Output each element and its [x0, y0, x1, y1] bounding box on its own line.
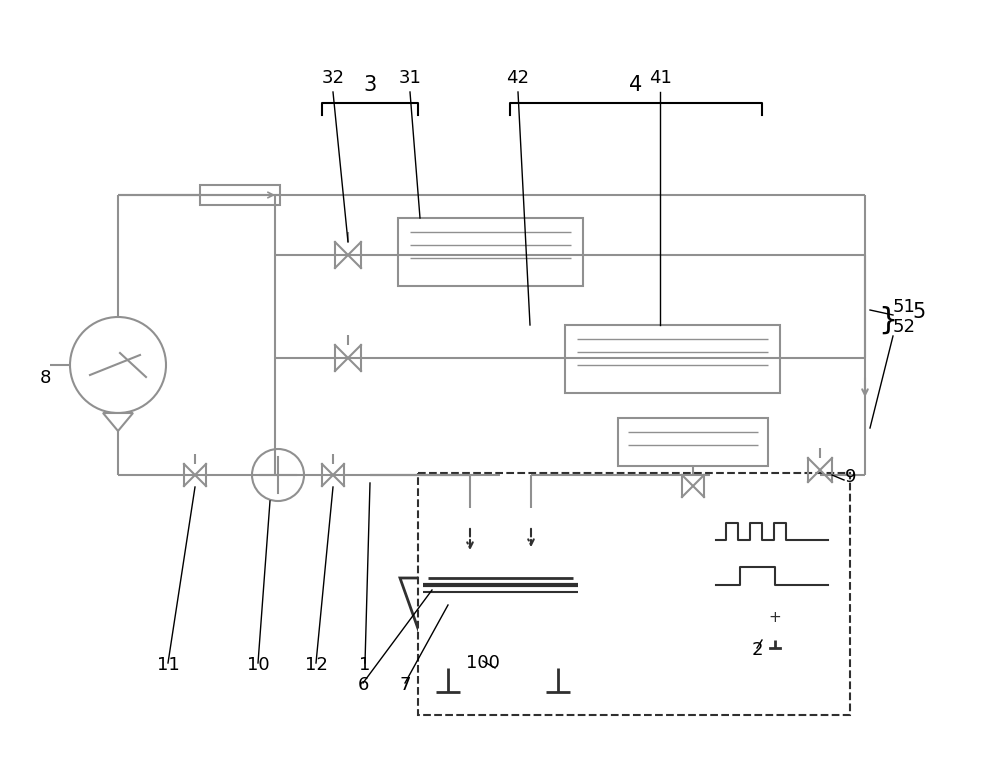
Text: 9: 9: [845, 468, 856, 486]
Text: +: +: [769, 610, 781, 625]
Text: 42: 42: [507, 69, 530, 87]
Bar: [200, 185, 280, 205]
Text: }: }: [878, 306, 898, 335]
Text: 12: 12: [305, 656, 327, 674]
Text: 11: 11: [157, 656, 179, 674]
Text: 6: 6: [357, 676, 369, 694]
Text: 32: 32: [322, 69, 344, 87]
Text: 1: 1: [359, 656, 371, 674]
Bar: [428, 508, 573, 578]
Text: 7: 7: [399, 676, 411, 694]
Text: 5: 5: [912, 302, 925, 322]
Text: 4: 4: [629, 75, 643, 95]
Polygon shape: [103, 413, 133, 431]
Text: 41: 41: [649, 69, 671, 87]
Text: 52: 52: [893, 318, 916, 336]
Bar: [398, 218, 583, 286]
Text: 100: 100: [466, 654, 500, 672]
Bar: [524, 480, 548, 498]
Text: 2: 2: [751, 641, 763, 659]
Text: 8: 8: [39, 369, 51, 387]
Text: 51: 51: [893, 298, 916, 316]
Bar: [618, 418, 768, 466]
Text: 31: 31: [399, 69, 421, 87]
Bar: [418, 473, 850, 715]
Circle shape: [252, 449, 304, 501]
Text: 10: 10: [247, 656, 269, 674]
Circle shape: [70, 317, 166, 413]
Text: 3: 3: [363, 75, 377, 95]
Bar: [565, 325, 780, 393]
Bar: [710, 505, 840, 640]
Polygon shape: [400, 578, 610, 668]
